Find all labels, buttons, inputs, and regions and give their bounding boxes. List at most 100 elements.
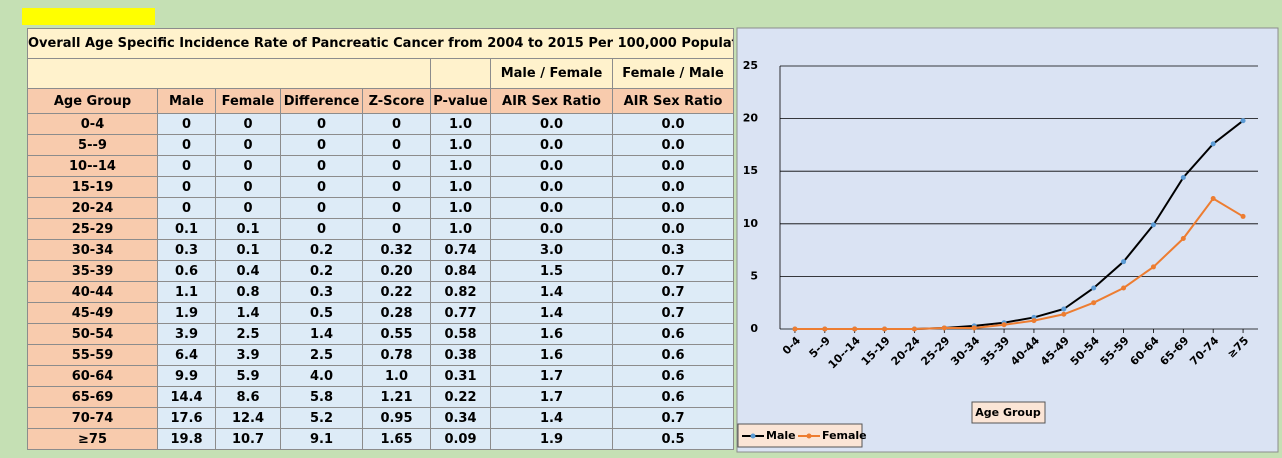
table-cell: 0 <box>362 155 431 177</box>
table-cell: 0.8 <box>215 281 281 303</box>
table-cell: 0.34 <box>430 407 491 429</box>
data-point <box>852 326 858 332</box>
table-cell: 0 <box>362 176 431 198</box>
table-cell: 5.2 <box>280 407 363 429</box>
table-cell: 0.1 <box>157 218 216 240</box>
y-tick-label: 0 <box>750 322 758 335</box>
y-tick-label: 5 <box>750 269 758 282</box>
data-point <box>1240 118 1246 124</box>
column-header: Female <box>215 88 281 114</box>
table-cell: 1.6 <box>490 344 613 366</box>
blank-cell <box>27 58 431 89</box>
table-cell: 35-39 <box>27 260 158 282</box>
data-point <box>1061 306 1067 312</box>
y-tick-label: 10 <box>743 217 759 230</box>
table-cell: 5.8 <box>280 386 363 408</box>
table-cell: ≥75 <box>27 428 158 450</box>
table-row: 5--9 0 0 0 0 1.0 0.0 0.0 <box>27 134 735 156</box>
table-cell: 9.1 <box>280 428 363 450</box>
table-cell: 3.9 <box>157 323 216 345</box>
table-cell: 1.7 <box>490 386 613 408</box>
data-point <box>1031 318 1037 324</box>
data-point <box>1091 285 1097 291</box>
table-cell: 40-44 <box>27 281 158 303</box>
table-cell: 10--14 <box>27 155 158 177</box>
data-point <box>911 326 917 332</box>
table-cell: 0-4 <box>27 113 158 135</box>
column-header: Z-Score <box>362 88 431 114</box>
table-cell: 0.84 <box>430 260 491 282</box>
table-cell: 0.0 <box>490 176 613 198</box>
table-cell: 0.09 <box>430 428 491 450</box>
header-cell: Male / Female <box>490 58 613 89</box>
data-point <box>1180 236 1186 242</box>
table-cell: 55-59 <box>27 344 158 366</box>
table-cell: 20-24 <box>27 197 158 219</box>
table-cell: 0.6 <box>611 323 735 345</box>
data-point <box>1210 141 1216 147</box>
table-row: 0-4 0 0 0 0 1.0 0.0 0.0 <box>27 113 735 135</box>
table-cell: 1.0 <box>430 155 491 177</box>
table-cell: 25-29 <box>27 218 158 240</box>
table-row: 45-49 1.9 1.4 0.5 0.28 0.77 1.4 0.7 <box>27 302 735 324</box>
table-cell: 0 <box>280 197 363 219</box>
table-cell: 9.9 <box>157 365 216 387</box>
data-point <box>1180 175 1186 181</box>
table-row: Age Group Male Female Difference Z-Score P-va… <box>27 88 735 114</box>
table-cell: 1.9 <box>157 302 216 324</box>
table-cell: 1.0 <box>430 113 491 135</box>
table-cell: 0.5 <box>280 302 363 324</box>
table-cell: 0 <box>215 155 281 177</box>
data-point <box>1001 322 1007 328</box>
table-cell: 1.4 <box>490 302 613 324</box>
table-cell: 0.7 <box>611 302 735 324</box>
data-point <box>1091 300 1097 306</box>
table-cell: 0.7 <box>611 407 735 429</box>
table-cell: 19.8 <box>157 428 216 450</box>
table-cell: 65-69 <box>27 386 158 408</box>
table-cell: 0.0 <box>611 155 735 177</box>
table-cell: 0.6 <box>611 344 735 366</box>
table-cell: 1.4 <box>280 323 363 345</box>
table-cell: 0 <box>362 113 431 135</box>
column-header: AIR Sex Ratio <box>611 88 735 114</box>
table-cell: 0 <box>362 197 431 219</box>
table-cell: 17.6 <box>157 407 216 429</box>
data-point <box>822 326 828 332</box>
table-cell: 0.0 <box>611 176 735 198</box>
highlight-cell <box>22 8 155 25</box>
table-cell: 0.31 <box>430 365 491 387</box>
table-cell: 0.0 <box>611 113 735 135</box>
table-cell: 0.0 <box>490 113 613 135</box>
table-row: 35-39 0.6 0.4 0.2 0.20 0.84 1.5 0.7 <box>27 260 735 282</box>
x-label-box <box>971 401 1046 424</box>
data-point <box>1121 259 1127 265</box>
table-cell: 0 <box>280 134 363 156</box>
table-cell: 0.2 <box>280 239 363 261</box>
table-cell: 0.0 <box>490 218 613 240</box>
table-row: 65-69 14.4 8.6 5.8 1.21 0.22 1.7 0.6 <box>27 386 735 408</box>
table-cell: 0.3 <box>280 281 363 303</box>
data-table: Overall Age Specific Incidence Rate of P… <box>26 28 735 450</box>
table-cell: 12.4 <box>215 407 281 429</box>
table-cell: 0.22 <box>430 386 491 408</box>
table-cell: 1.4 <box>490 407 613 429</box>
table-cell: 1.4 <box>215 302 281 324</box>
table-cell: 0.55 <box>362 323 431 345</box>
table-cell: 0.1 <box>215 218 281 240</box>
data-point <box>882 326 888 332</box>
table-cell: 30-34 <box>27 239 158 261</box>
column-header: P-value <box>430 88 491 114</box>
table-cell: 0.0 <box>490 155 613 177</box>
table-cell: 0.58 <box>430 323 491 345</box>
data-point <box>1150 222 1156 228</box>
table-cell: 0.74 <box>430 239 491 261</box>
table-cell: 0.22 <box>362 281 431 303</box>
table-row: 55-59 6.4 3.9 2.5 0.78 0.38 1.6 0.6 <box>27 344 735 366</box>
data-point <box>1210 196 1216 202</box>
y-tick-label: 25 <box>743 59 758 72</box>
table-row: 60-64 9.9 5.9 4.0 1.0 0.31 1.7 0.6 <box>27 365 735 387</box>
table-cell: 60-64 <box>27 365 158 387</box>
